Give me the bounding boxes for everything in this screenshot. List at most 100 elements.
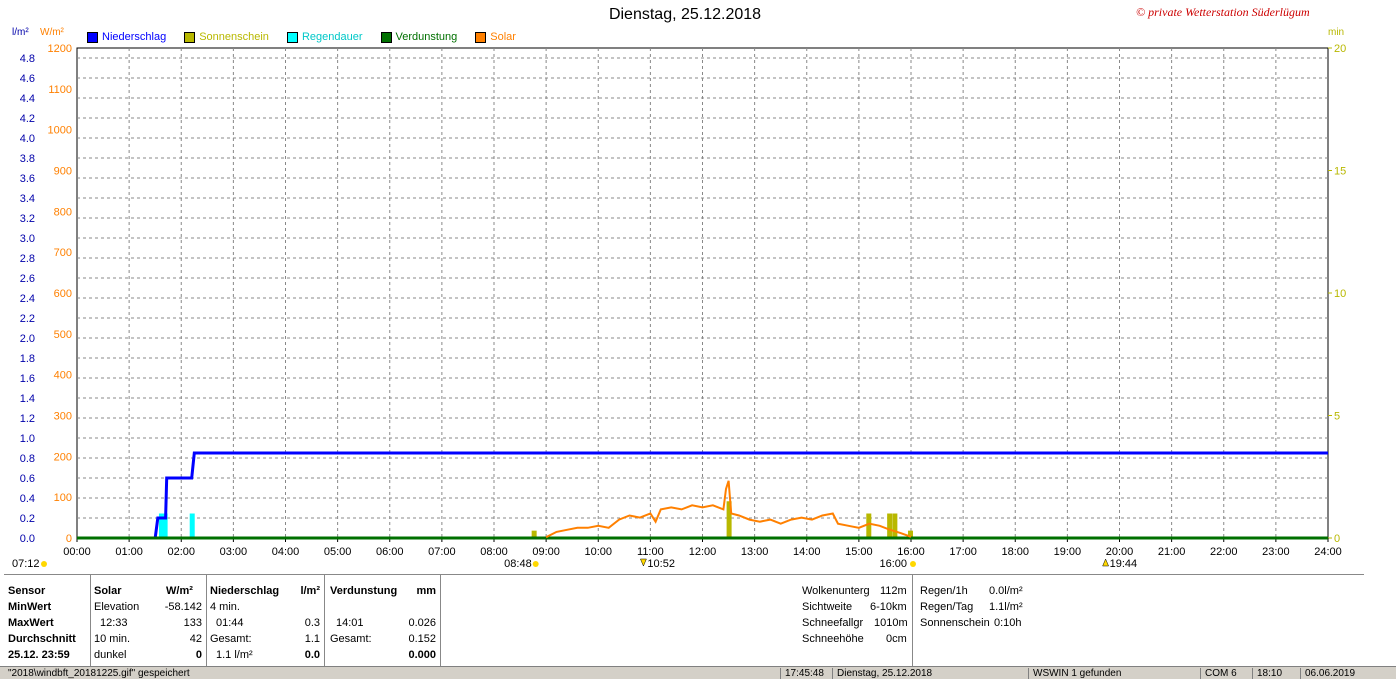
- cloud-base-label: Wolkenunterg: [802, 585, 870, 597]
- bar-sonnenschein: [726, 501, 732, 538]
- x-tick-label: 07:00: [428, 546, 456, 558]
- bar-regendauer: [158, 513, 164, 538]
- solar-elevation-label: Elevation: [94, 601, 140, 613]
- status-date: Dienstag, 25.12.2018: [832, 668, 1027, 679]
- bar-regendauer: [189, 513, 195, 538]
- min-label: MinWert: [8, 601, 52, 613]
- legend-item-solar: Solar: [475, 31, 516, 43]
- x-tick-label: 22:00: [1210, 546, 1238, 558]
- evap-unit-label: mm: [416, 585, 436, 597]
- stats-panel: Sensor MinWert MaxWert Durchschnitt 25.1…: [4, 574, 1364, 667]
- precip-column: Niederschlag l/m² 4 min. 01:44 0.3 Gesam…: [206, 575, 325, 667]
- precip-unit: l/m²: [12, 27, 29, 38]
- divider: [912, 575, 913, 667]
- y-tick-label-solar: 1100: [48, 84, 72, 96]
- date-label: 25.12. 23:59: [8, 649, 70, 661]
- solar-unit: W/m²: [40, 27, 64, 38]
- precip-total-value: 1.1: [304, 633, 320, 645]
- cloud-base-value: 112m: [880, 585, 907, 597]
- y-tick-label-precip: 3.6: [20, 173, 35, 185]
- y-tick-label-precip: 1.2: [20, 413, 35, 425]
- rain-1h-label: Regen/1h: [920, 585, 968, 597]
- snowline-label: Schneefallgr: [802, 617, 864, 629]
- solar-elevation-value: -58.142: [164, 601, 202, 613]
- bar-sonnenschein: [908, 530, 913, 538]
- precip-current-value: 0.0: [304, 649, 320, 661]
- solar-max-time: 12:33: [100, 617, 128, 629]
- solar-max-value: 133: [183, 617, 202, 629]
- legend-item-sonnenschein: Sonnenschein: [184, 31, 269, 43]
- y-tick-label-solar: 1000: [48, 125, 72, 137]
- y-tick-label-precip: 3.2: [20, 213, 35, 225]
- sunshine-label: Sonnenschein: [920, 617, 990, 629]
- y-tick-label-precip: 2.4: [20, 293, 35, 305]
- precip-duration: 4 min.: [210, 601, 240, 613]
- x-tick-label: 17:00: [949, 546, 977, 558]
- legend-label: Niederschlag: [102, 31, 167, 43]
- evap-column: Verdunstung mm 14:01 0.026 Gesamt: 0.152…: [324, 575, 441, 667]
- precip-heading: Niederschlag: [210, 585, 280, 597]
- x-tick-label: 01:00: [115, 546, 143, 558]
- evap-total-value: 0.152: [408, 633, 436, 645]
- evap-current-value: 0.000: [408, 649, 436, 661]
- bar-regendauer: [162, 513, 168, 538]
- legend-item-verdunstung: Verdunstung: [380, 31, 458, 43]
- y-tick-label-precip: 1.8: [20, 353, 35, 365]
- noon-label: 10:52: [647, 558, 675, 570]
- precip-unit-label: l/m²: [300, 585, 320, 597]
- precip-day-value: 1.1 l/m²: [216, 649, 253, 661]
- rain-1h-value: 0.0l/m²: [989, 585, 1023, 597]
- y-tick-label-precip: 4.4: [20, 93, 35, 105]
- y-tick-label-precip: 2.0: [20, 333, 35, 345]
- legend-item-regendauer: Regendauer: [286, 31, 363, 43]
- y-tick-label-solar: 1200: [48, 43, 72, 55]
- status-message: "2018\windbft_20181225.gif" gespeichert: [8, 668, 190, 679]
- sensor-heading: Sensor: [8, 585, 46, 597]
- sunset-label: 16:00: [879, 558, 907, 570]
- y-tick-label-precip: 2.8: [20, 253, 35, 265]
- precip-max-time: 01:44: [216, 617, 244, 629]
- y-tick-label-solar: 200: [54, 451, 72, 463]
- y-tick-label-precip: 0.8: [20, 453, 35, 465]
- status-clock: 18:10: [1252, 668, 1299, 679]
- y-tick-label-precip: 2.6: [20, 273, 35, 285]
- sunset-marker: [910, 561, 916, 567]
- y-tick-label-precip: 4.0: [20, 133, 35, 145]
- bar-sonnenschein: [892, 513, 898, 538]
- y-tick-label-min: 10: [1334, 288, 1346, 300]
- series-line-solar: [545, 480, 912, 539]
- legend: Niederschlag Sonnenschein Regendauer Ver…: [87, 31, 534, 43]
- copyright-text: © private Wetterstation Süderlügum: [1136, 5, 1310, 19]
- x-tick-label: 21:00: [1158, 546, 1186, 558]
- visibility-label: Sichtweite: [802, 601, 853, 613]
- solar-unit-label: W/m²: [166, 585, 193, 597]
- sensor-column: Sensor MinWert MaxWert Durchschnitt 25.1…: [4, 575, 91, 667]
- x-tick-label: 20:00: [1106, 546, 1134, 558]
- legend-label: Verdunstung: [395, 31, 458, 43]
- sunset-civil-label: 19:44: [1110, 558, 1138, 570]
- y-tick-label-min: 20: [1334, 43, 1346, 55]
- y-tick-label-precip: 4.6: [20, 73, 35, 85]
- sunrise-civil-marker: [41, 561, 47, 567]
- x-tick-label: 10:00: [584, 546, 612, 558]
- status-bar: "2018\windbft_20181225.gif" gespeichert …: [0, 666, 1396, 679]
- solar-avg-value: 42: [189, 633, 202, 645]
- status-day: 06.06.2019: [1300, 668, 1395, 679]
- y-tick-label-solar: 500: [54, 329, 72, 341]
- sunshine-value: 0:10h: [994, 617, 1022, 629]
- x-tick-label: 19:00: [1054, 546, 1082, 558]
- x-tick-label: 04:00: [272, 546, 300, 558]
- solar-avg-label: 10 min.: [94, 633, 131, 645]
- x-tick-label: 12:00: [689, 546, 717, 558]
- status-port: COM 6: [1200, 668, 1245, 679]
- status-station: WSWIN 1 gefunden: [1028, 668, 1201, 679]
- x-tick-label: 03:00: [220, 546, 248, 558]
- x-tick-label: 06:00: [376, 546, 404, 558]
- y-tick-label-precip: 3.4: [20, 193, 35, 205]
- x-tick-label: 14:00: [793, 546, 821, 558]
- x-tick-label: 16:00: [897, 546, 925, 558]
- legend-item-niederschlag: Niederschlag: [87, 31, 166, 43]
- snowline-value: 1010m: [874, 617, 908, 629]
- sunrise-marker: [532, 561, 539, 567]
- legend-label: Solar: [490, 31, 516, 43]
